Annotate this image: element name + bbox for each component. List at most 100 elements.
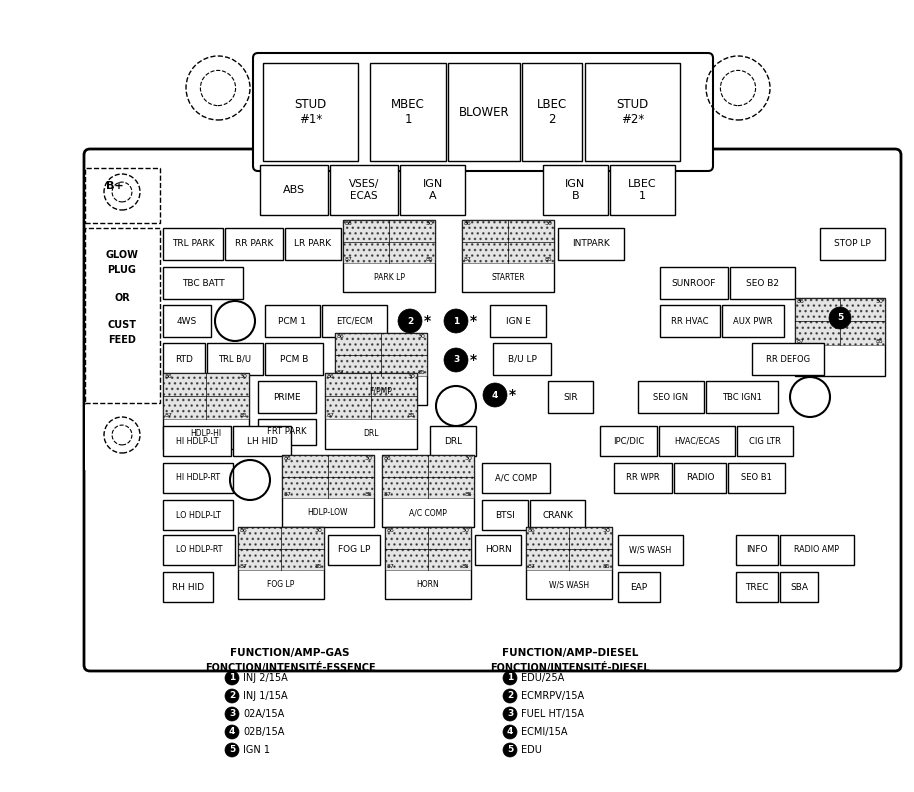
Text: 3: 3 [452,356,459,364]
Text: RR PARK: RR PARK [235,239,273,249]
Bar [752,343,824,375]
Text: 86: 86 [387,528,395,533]
Text: RR WPR: RR WPR [626,474,660,482]
Bar [325,373,417,419]
Text: PRIME: PRIME [273,393,301,402]
Text: RR DEFOG: RR DEFOG [766,355,810,364]
Bar [659,426,735,456]
Bar [385,527,471,570]
Text: 4: 4 [228,728,235,737]
Bar [820,228,885,260]
Text: PCM 1: PCM 1 [279,317,306,326]
Text: *: * [470,314,477,328]
Text: B+: B+ [106,181,123,191]
Bar [660,305,720,337]
Bar [522,63,582,161]
Text: RR HVAC: RR HVAC [671,317,708,326]
Text: 86: 86 [528,528,536,533]
Bar [163,535,235,565]
Text: LO HDLP-LT: LO HDLP-LT [175,511,220,520]
Bar [163,343,205,375]
Bar [282,455,374,498]
Bar [258,381,316,413]
Bar [780,535,854,565]
Text: 2: 2 [407,317,413,326]
Text: 85: 85 [314,564,322,569]
Text: IPC/DIC: IPC/DIC [613,436,644,445]
Text: INTPARK: INTPARK [572,239,610,249]
Text: ETC/ECM: ETC/ECM [336,317,373,326]
Bar [490,305,546,337]
Text: 2: 2 [507,691,513,700]
Circle shape [225,707,239,721]
Text: SEO B1: SEO B1 [741,474,772,482]
Bar [730,267,795,299]
Text: W/S WASH: W/S WASH [549,580,589,589]
Bar [238,527,324,570]
Circle shape [829,307,851,329]
Text: DRL: DRL [444,436,462,445]
Text: 4WS: 4WS [177,317,197,326]
Text: 87: 87 [384,492,392,497]
Text: 87: 87 [165,413,173,417]
Text: FRT PARK: FRT PARK [267,428,307,436]
Bar [263,63,358,161]
Text: 87: 87 [464,257,472,262]
Text: 87: 87 [337,370,345,375]
Text: OR: OR [114,293,130,303]
Text: FOG LP: FOG LP [267,580,294,589]
Text: 87: 87 [327,413,335,417]
Circle shape [503,725,517,739]
Text: 85: 85 [425,257,433,262]
Bar [382,455,474,527]
Bar [163,500,233,530]
Text: TRL PARK: TRL PARK [172,239,214,249]
Bar [526,527,612,570]
Bar [618,535,683,565]
Text: IGN 1: IGN 1 [243,745,270,755]
Text: DRL: DRL [363,429,378,438]
Text: TBC IGN1: TBC IGN1 [722,393,762,402]
Text: 4: 4 [492,390,498,399]
Bar [482,463,550,493]
Bar [462,220,554,263]
Bar [638,381,704,413]
Text: LR PARK: LR PARK [294,239,332,249]
Text: RTD: RTD [175,355,193,364]
Text: 85: 85 [602,564,610,569]
Bar [225,228,283,260]
Text: 30: 30 [425,221,433,226]
Bar [265,343,323,375]
Bar [335,333,427,376]
Bar [482,500,528,530]
Circle shape [225,689,239,703]
Text: 86: 86 [464,221,472,226]
Circle shape [398,309,422,333]
Text: 85: 85 [876,339,883,344]
Text: RH HID: RH HID [172,582,204,592]
Bar [600,426,657,456]
Bar [330,165,398,215]
Bar [728,463,785,493]
Circle shape [483,383,507,407]
Text: *: * [509,388,516,402]
Bar [475,535,521,565]
Text: A/C COMP: A/C COMP [409,508,447,517]
Text: B/U LP: B/U LP [507,355,537,364]
Bar [335,333,427,405]
Text: 85: 85 [464,492,472,497]
Bar [737,426,793,456]
Text: 87: 87 [528,564,536,569]
Text: GLOW: GLOW [105,250,138,260]
Circle shape [444,309,468,333]
Text: HDLP-LOW: HDLP-LOW [308,508,348,517]
Text: 30: 30 [544,221,552,226]
Text: FONCTION/INTENSITÉ-ESSENCE: FONCTION/INTENSITÉ-ESSENCE [205,662,376,673]
Text: EDU/25A: EDU/25A [521,673,564,683]
Bar [163,228,223,260]
Text: EAP: EAP [631,582,647,592]
Text: STARTER: STARTER [491,273,525,282]
Text: 30: 30 [462,528,469,533]
Text: BTSI: BTSI [495,511,515,520]
Bar [462,220,554,292]
